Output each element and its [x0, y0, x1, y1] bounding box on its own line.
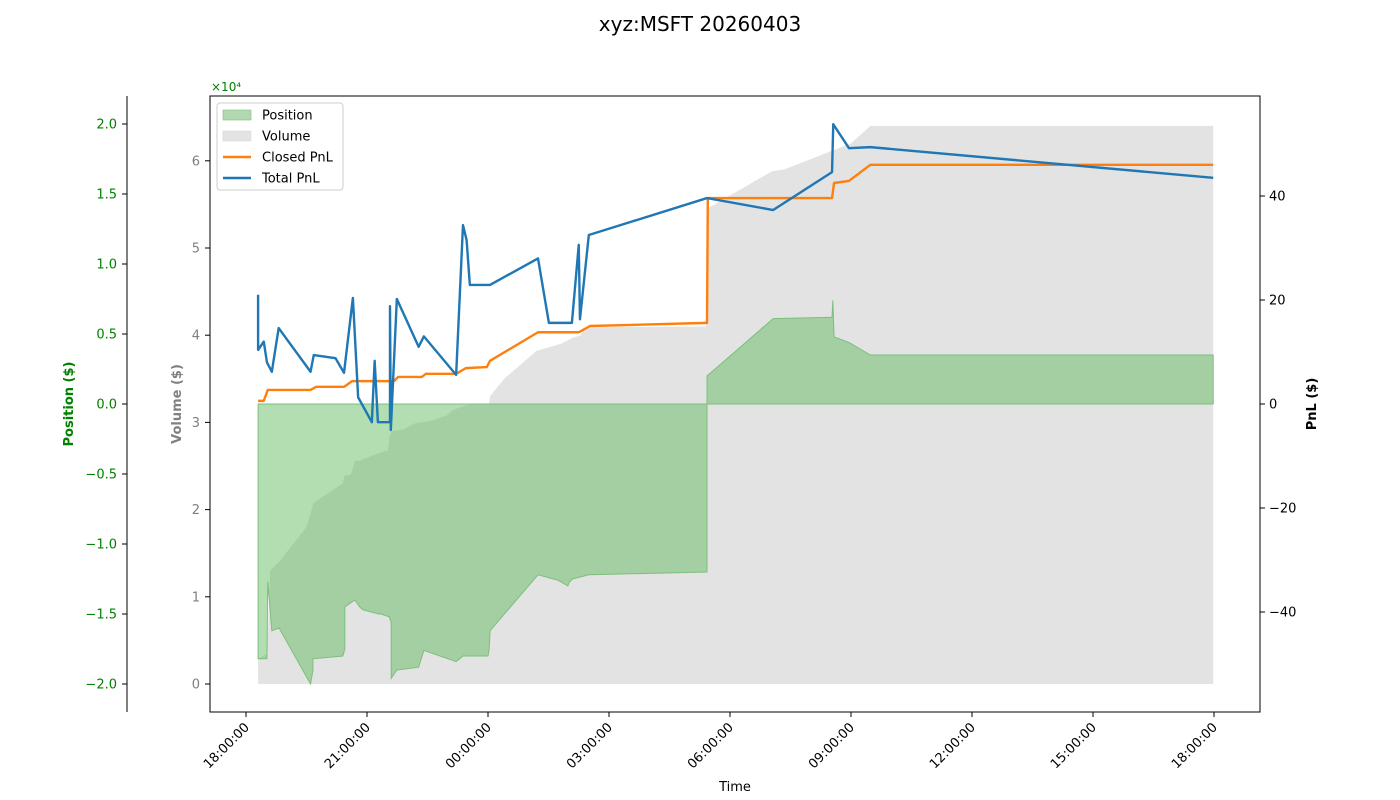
legend-entry: Total PnL	[223, 172, 320, 187]
pnl-axis-label: PnL ($)	[1305, 378, 1320, 431]
legend-entry: Closed PnL	[223, 151, 334, 166]
pnl-tick-label: −20	[1269, 502, 1296, 517]
volume-tick-label: 3	[192, 416, 200, 431]
legend-entry: Volume	[222, 130, 310, 145]
position-axis: 2.0 1.5 1.0 0.5 0.0 −0.5 −1.0 −1.5 −2.0	[85, 118, 127, 693]
position-tick-label: 0.0	[96, 398, 117, 413]
time-tick-label: 15:00:00	[1048, 720, 1100, 772]
position-tick-label: −1.0	[85, 538, 117, 553]
legend-label: Closed PnL	[262, 151, 334, 166]
position-axis-label: Position ($)	[62, 362, 77, 447]
pnl-axis: 40 20 0 −20 −40	[1260, 190, 1296, 621]
position-tick-label: 2.0	[96, 118, 117, 133]
closed-pnl-line	[258, 163, 1214, 403]
chart-title: xyz:MSFT 20260403	[598, 12, 802, 36]
pnl-tick-label: 40	[1269, 190, 1286, 205]
time-tick-label: 00:00:00	[443, 720, 495, 772]
total-pnl-line	[256, 123, 1214, 432]
volume-area	[258, 125, 1214, 685]
pnl-tick-label: 0	[1269, 398, 1277, 413]
position-tick-label: 1.5	[96, 188, 117, 203]
legend-frame	[216, 102, 344, 191]
time-tick-label: 21:00:00	[322, 720, 374, 772]
time-tick-label: 18:00:00	[1169, 720, 1221, 772]
time-axis: 18:00:00 21:00:00 00:00:00 03:00:00 06:00:00…	[201, 712, 1221, 772]
volume-tick-label: 6	[192, 154, 200, 169]
position-tick-label: −1.5	[85, 608, 117, 623]
volume-tick-label: 2	[192, 503, 200, 518]
time-tick-label: 09:00:00	[806, 720, 858, 772]
legend-swatch	[222, 130, 252, 142]
pnl-tick-label: −40	[1269, 606, 1296, 621]
time-tick-label: 12:00:00	[927, 720, 979, 772]
legend: Position Volume Closed PnL Total PnL	[216, 102, 344, 191]
position-tick-label: 0.5	[96, 328, 117, 343]
legend-swatch	[222, 109, 252, 121]
volume-tick-label: 0	[192, 678, 200, 693]
volume-tick-label: 5	[192, 242, 200, 257]
time-tick-label: 06:00:00	[685, 720, 737, 772]
position-tick-label: 1.0	[96, 258, 117, 273]
volume-axis-label: Volume ($)	[170, 364, 185, 444]
time-tick-label: 18:00:00	[201, 720, 253, 772]
legend-entry: Position	[222, 109, 313, 124]
volume-tick-label: 1	[192, 590, 200, 605]
position-tick-label: −0.5	[85, 468, 117, 483]
time-axis-label: Time	[718, 780, 751, 795]
pnl-tick-label: 20	[1269, 294, 1286, 309]
position-axis-multiplier: ×10⁴	[211, 80, 241, 94]
position-tick-label: −2.0	[85, 678, 117, 693]
position-area	[257, 300, 1214, 686]
volume-tick-label: 4	[192, 329, 200, 344]
time-tick-label: 03:00:00	[564, 720, 616, 772]
legend-label: Volume	[262, 130, 310, 145]
volume-axis: 6 5 4 3 2 1 0	[192, 154, 210, 693]
legend-label: Total PnL	[261, 172, 320, 187]
legend-label: Position	[262, 109, 313, 124]
